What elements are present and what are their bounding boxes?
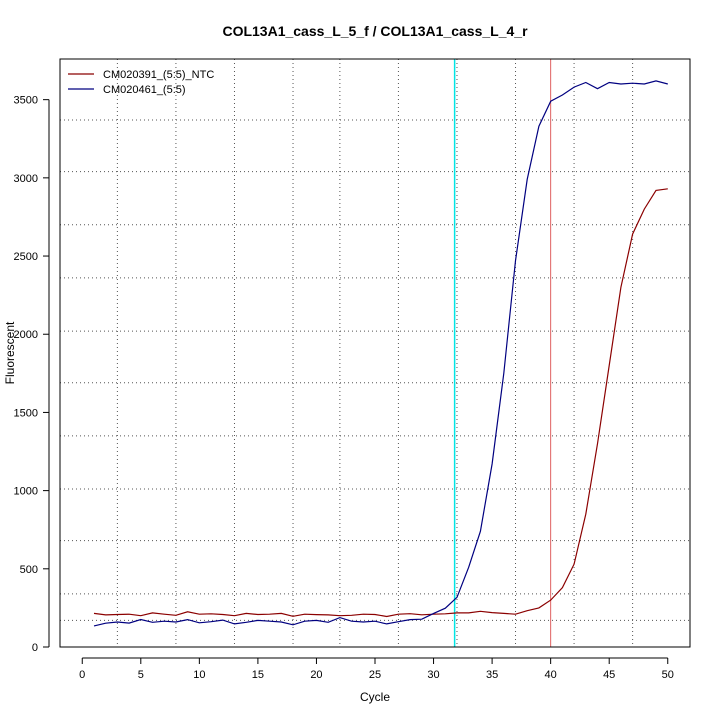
- y-tick-label: 1500: [14, 407, 38, 419]
- series-lines: [93, 80, 668, 627]
- y-tick-label: 2500: [14, 251, 38, 263]
- reference-lines: [453, 59, 552, 647]
- y-axis: 0 500 1000 1500 2000 2500 3000 3500: [14, 95, 50, 654]
- y-tick-label: 500: [20, 564, 38, 576]
- x-tick-label: 50: [662, 669, 674, 681]
- legend-label-1: CM020461_(5:5): [103, 84, 186, 96]
- y-tick-label: 3500: [14, 95, 38, 107]
- legend: CM020391_(5:5)_NTC CM020461_(5:5): [68, 69, 214, 96]
- grid: [60, 59, 690, 647]
- x-tick-label: 20: [310, 669, 322, 681]
- plot-frame: [59, 58, 691, 648]
- series-line-0: [93, 188, 668, 618]
- x-tick-label: 0: [79, 669, 85, 681]
- x-tick-label: 5: [138, 669, 144, 681]
- series-line-1: [93, 80, 668, 627]
- x-tick-label: 35: [486, 669, 498, 681]
- x-tick-label: 25: [369, 669, 381, 681]
- x-tick-label: 30: [427, 669, 439, 681]
- chart-title: COL13A1_cass_L_5_f / COL13A1_cass_L_4_r: [222, 23, 528, 39]
- x-tick-label: 10: [193, 669, 205, 681]
- y-tick-label: 0: [32, 642, 38, 654]
- x-tick-label: 40: [545, 669, 557, 681]
- y-axis-label: Fluorescent: [3, 321, 17, 384]
- y-tick-label: 1000: [14, 486, 38, 498]
- x-tick-label: 15: [252, 669, 264, 681]
- x-axis: 0 5 10 15 20 25 30 35 40 45 50: [79, 657, 674, 681]
- y-tick-label: 3000: [14, 173, 38, 185]
- x-tick-label: 45: [603, 669, 615, 681]
- x-axis-label: Cycle: [360, 690, 390, 704]
- legend-label-0: CM020391_(5:5)_NTC: [103, 69, 214, 81]
- y-tick-label: 2000: [14, 329, 38, 341]
